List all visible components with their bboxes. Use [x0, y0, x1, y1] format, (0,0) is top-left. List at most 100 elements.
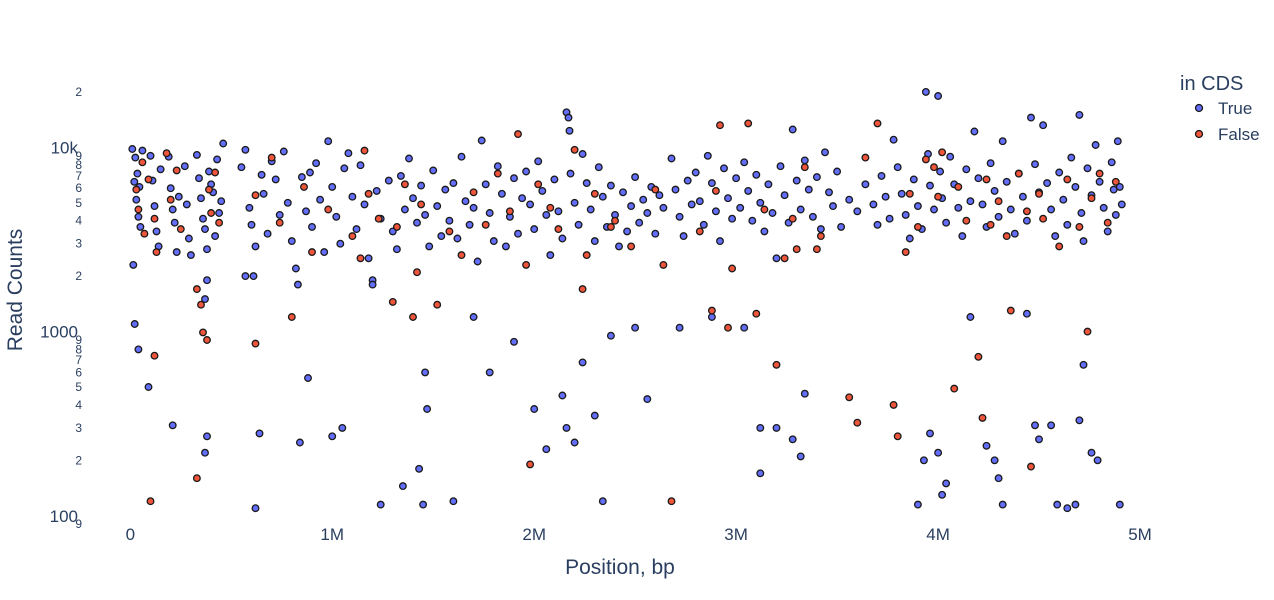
point-true-213	[913, 202, 922, 211]
point-false-17	[211, 168, 220, 177]
point-false-90	[930, 163, 938, 172]
point-false-34	[374, 214, 383, 223]
point-true-233	[986, 159, 995, 168]
point-false-83	[873, 119, 882, 128]
x-tick-label: 3M	[724, 525, 748, 544]
point-false-64	[695, 227, 704, 236]
point-true-100	[445, 216, 454, 225]
y-tick-minor-label: 5	[75, 196, 82, 210]
point-true-27	[186, 251, 195, 260]
series-true-points	[128, 87, 1126, 513]
point-true-110	[485, 209, 494, 217]
point-false-85	[893, 432, 902, 441]
point-true-172	[732, 174, 741, 183]
point-false-45	[481, 220, 490, 229]
legend-label-true: True	[1218, 99, 1252, 118]
point-true-248	[1047, 205, 1056, 214]
point-false-66	[711, 186, 720, 195]
point-false-67	[716, 121, 724, 130]
point-true-137	[586, 205, 595, 214]
point-false-54	[570, 145, 579, 154]
point-true-5	[129, 260, 138, 269]
point-false-108	[1055, 242, 1064, 251]
point-true-197	[833, 167, 842, 176]
point-false-63	[667, 497, 676, 506]
point-false-111	[1083, 327, 1092, 336]
y-tick-minor-label: 8	[75, 342, 82, 356]
point-false-92	[938, 148, 947, 157]
point-true-262	[1099, 203, 1108, 212]
point-true-301	[707, 313, 716, 321]
point-true-23	[174, 192, 183, 201]
point-true-2	[132, 195, 141, 204]
point-true-64	[297, 173, 306, 182]
point-true-302	[740, 323, 749, 332]
point-true-315	[966, 313, 975, 321]
y-tick-minor-label: 2	[75, 85, 82, 99]
point-false-57	[590, 189, 599, 198]
point-false-107	[1039, 214, 1048, 223]
point-true-201	[861, 180, 870, 189]
point-false-103	[1014, 169, 1023, 178]
point-true-161	[687, 200, 696, 209]
point-true-62	[291, 264, 300, 273]
point-false-26	[287, 313, 296, 321]
point-true-68	[312, 159, 321, 168]
legend-marker-true	[1194, 103, 1204, 113]
point-true-316	[982, 441, 991, 450]
point-true-22	[172, 248, 181, 257]
point-true-249	[1051, 232, 1060, 241]
point-true-234	[990, 186, 999, 195]
point-true-12	[146, 151, 155, 160]
point-false-81	[853, 418, 862, 427]
point-true-192	[812, 173, 821, 182]
point-false-43	[457, 251, 466, 260]
series-false-points	[132, 119, 1120, 506]
point-false-31	[356, 254, 365, 263]
point-true-108	[477, 136, 486, 145]
legend[interactable]: in CDS True False	[1180, 73, 1260, 144]
point-true-60	[283, 198, 292, 207]
point-true-325	[1063, 504, 1072, 513]
point-true-220	[936, 167, 945, 176]
point-false-1	[134, 205, 143, 214]
legend-item-false[interactable]: False	[1194, 125, 1260, 144]
point-true-206	[885, 214, 894, 223]
point-false-89	[921, 155, 930, 164]
point-false-94	[954, 182, 963, 191]
point-false-13	[199, 328, 207, 337]
point-true-96	[429, 166, 438, 175]
point-true-125	[546, 251, 555, 260]
y-tick-minor-label: 3	[75, 237, 82, 251]
point-true-183	[776, 162, 785, 171]
point-true-4	[136, 222, 145, 231]
point-true-54	[259, 189, 268, 198]
point-true-88	[396, 171, 405, 180]
y-tick-minor-label: 2	[75, 269, 82, 283]
point-true-124	[542, 210, 551, 219]
point-false-58	[606, 222, 615, 231]
point-true-49	[241, 145, 250, 154]
point-true-39	[215, 209, 224, 217]
legend-item-true[interactable]: True	[1194, 99, 1253, 118]
point-true-326	[1071, 500, 1080, 509]
point-true-29	[195, 174, 203, 183]
point-true-276	[328, 432, 337, 441]
point-false-21	[192, 474, 201, 483]
point-true-104	[461, 197, 470, 206]
point-false-0	[132, 185, 141, 194]
y-tick-minor-label: 4	[75, 214, 82, 228]
point-true-109	[481, 180, 490, 189]
point-true-165	[703, 151, 712, 160]
x-tick-label: 2M	[522, 525, 546, 544]
point-true-159	[679, 232, 688, 241]
point-true-138	[590, 237, 599, 246]
point-true-55	[263, 229, 272, 238]
point-true-279	[376, 500, 385, 509]
point-true-40	[203, 276, 211, 285]
point-false-49	[522, 260, 531, 269]
point-false-109	[1063, 175, 1072, 184]
point-true-127	[554, 207, 563, 216]
point-true-30	[197, 194, 205, 203]
point-true-186	[788, 125, 797, 134]
